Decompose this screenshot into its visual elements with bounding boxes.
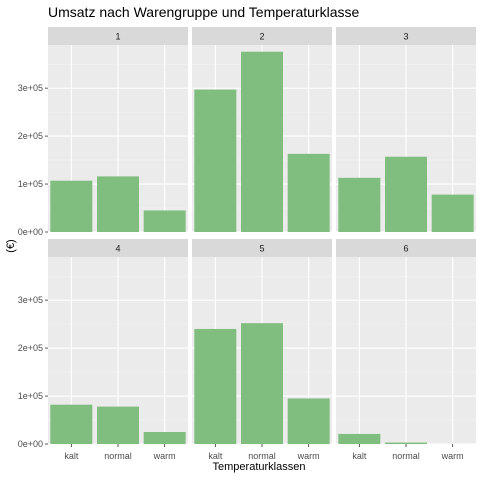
chart-title: Umsatz nach Warengruppe und Temperaturkl…	[48, 4, 359, 20]
bar-warm	[144, 432, 186, 444]
facet-strip-label: 5	[259, 244, 264, 254]
bar-normal	[241, 323, 283, 444]
x-tick-label: kalt	[352, 451, 367, 461]
facet-panel-5: 5 kalt normal warm	[192, 239, 332, 461]
y-tick-label: 2e+05	[18, 131, 43, 141]
bar-warm	[288, 154, 330, 232]
facet-panel-4: 4 0e+00 1e+05 2e+05 3e+05 kalt normal warm	[18, 239, 188, 461]
y-tick-label: 1e+05	[18, 179, 43, 189]
bar-normal	[97, 176, 139, 232]
x-tick-label: warm	[441, 451, 464, 461]
bar-normal	[241, 52, 283, 232]
x-tick-label: kalt	[208, 451, 223, 461]
bar-kalt	[50, 405, 92, 444]
bar-kalt	[194, 329, 236, 444]
facet-panel-3: 3	[336, 27, 476, 232]
facet-panel-6: 6 kalt normal warm	[336, 239, 476, 461]
y-tick-label: 3e+05	[18, 295, 43, 305]
x-tick-label: kalt	[64, 451, 79, 461]
bar-warm	[288, 398, 330, 444]
bar-kalt	[338, 178, 380, 232]
bar-normal	[385, 157, 427, 232]
bar-normal	[385, 443, 427, 444]
y-tick-label: 0e+00	[18, 227, 43, 237]
x-tick-label: normal	[104, 451, 132, 461]
facet-strip-label: 2	[259, 32, 264, 42]
y-tick-label: 1e+05	[18, 391, 43, 401]
facet-strip-label: 4	[115, 244, 120, 254]
y-tick-label: 3e+05	[18, 83, 43, 93]
facet-panel-2: 2	[192, 27, 332, 232]
bar-warm	[432, 195, 474, 232]
y-tick-label: 0e+00	[18, 439, 43, 449]
bar-kalt	[338, 434, 380, 444]
bar-warm	[144, 210, 186, 232]
x-tick-label: warm	[153, 451, 176, 461]
bar-kalt	[194, 90, 236, 232]
facet-panel-1: 1 0e+00 1e+05 2e+05 3e+05	[18, 27, 188, 237]
facet-panels: 1 0e+00 1e+05 2e+05 3e+05 2 3 4 0e+00 1e+05 2e+05 3…	[18, 27, 476, 461]
x-tick-label: normal	[248, 451, 276, 461]
facet-strip-label: 1	[115, 32, 120, 42]
y-axis-title: (€)	[5, 239, 17, 252]
facet-strip-label: 6	[403, 244, 408, 254]
x-axis-title: Temperaturklassen	[213, 461, 306, 473]
bar-kalt	[50, 181, 92, 232]
bar-normal	[97, 407, 139, 444]
y-tick-label: 2e+05	[18, 343, 43, 353]
x-tick-label: normal	[392, 451, 420, 461]
x-tick-label: warm	[297, 451, 320, 461]
facet-strip-label: 3	[403, 32, 408, 42]
